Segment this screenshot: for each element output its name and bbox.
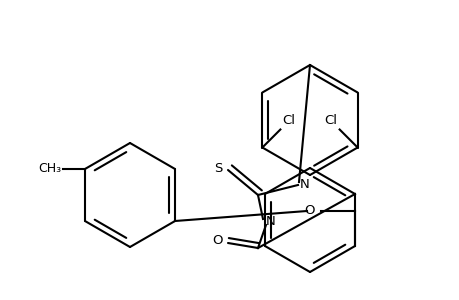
Text: Cl: Cl [324,113,337,127]
Text: S: S [214,161,223,175]
Text: Cl: Cl [282,113,295,127]
Text: CH₃: CH₃ [38,163,61,176]
Text: N: N [265,215,275,229]
Text: O: O [304,205,314,218]
Text: N: N [299,178,309,191]
Text: O: O [212,235,223,248]
